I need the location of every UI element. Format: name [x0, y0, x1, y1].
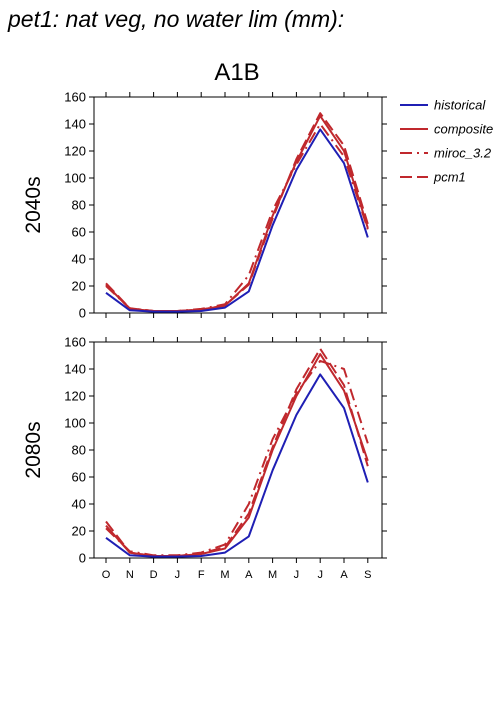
y-tick-label: 60 [72, 470, 86, 485]
y-tick-label: 160 [64, 90, 86, 105]
y-tick-label: 80 [72, 198, 86, 213]
y-tick-label: 140 [64, 362, 86, 377]
y-tick-label: 60 [72, 225, 86, 240]
month-label: F [198, 569, 205, 581]
month-label: D [150, 569, 158, 581]
y-tick-label: 120 [64, 144, 86, 159]
month-label: O [102, 569, 111, 581]
month-label: M [268, 569, 277, 581]
y-tick-label: 160 [64, 335, 86, 350]
panel-2040s: 0 20 40 60 80 100 120 140 160 [64, 90, 387, 321]
row-label-2040s: 2040s [22, 176, 45, 233]
series-line-miroc-3-2 [105, 123, 369, 312]
y-tick-label: 0 [79, 551, 86, 566]
legend: historical composite miroc_3.2 pcm1 [400, 98, 493, 185]
series-line-historical [105, 128, 369, 313]
y-tick-label: 20 [72, 524, 86, 539]
panel-2080s: 0 20 40 60 80 100 120 140 160 [64, 335, 387, 566]
y-tick-label: 40 [72, 497, 86, 512]
plot-frame [93, 96, 383, 314]
month-label: J [317, 569, 323, 581]
month-label: M [220, 569, 229, 581]
month-label: A [340, 569, 348, 581]
series-line-historical [105, 373, 369, 558]
series-line-miroc-3-2 [105, 359, 369, 557]
y-tick-label: 80 [72, 443, 86, 458]
y-tick-label: 100 [64, 171, 86, 186]
month-label: A [245, 569, 253, 581]
y-tick-label: 0 [79, 306, 86, 321]
legend-label: miroc_3.2 [434, 146, 492, 161]
series-line-composite [105, 114, 369, 312]
y-tick-label: 20 [72, 279, 86, 294]
legend-label: composite [434, 122, 493, 137]
y-tick-label: 40 [72, 252, 86, 267]
legend-label: pcm1 [433, 170, 466, 185]
month-label: N [126, 569, 134, 581]
y-tick-label: 140 [64, 117, 86, 132]
month-label: S [364, 569, 371, 581]
month-label: J [294, 569, 300, 581]
y-tick-label: 120 [64, 389, 86, 404]
y-tick-label: 100 [64, 416, 86, 431]
row-label-2080s: 2080s [22, 421, 45, 478]
page-title: pet1: nat veg, no water lim (mm): [7, 6, 344, 32]
scenario-label: A1B [214, 59, 259, 86]
legend-label: historical [434, 98, 486, 113]
month-label: J [175, 569, 181, 581]
plot-frame [93, 341, 383, 559]
